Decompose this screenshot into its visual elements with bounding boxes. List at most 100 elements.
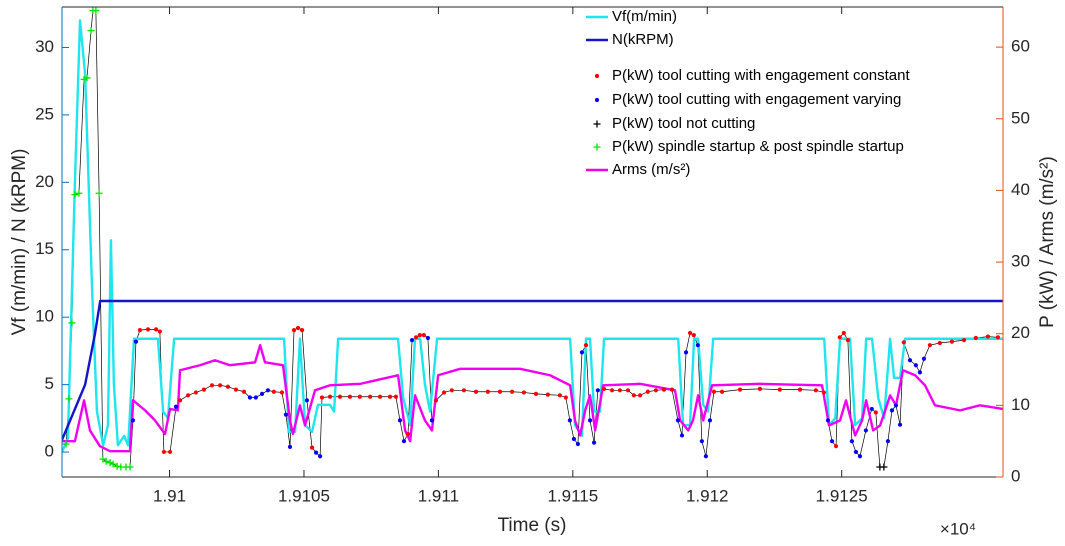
dot-marker: [679, 433, 685, 438]
dot-marker: [853, 449, 859, 455]
dot-marker: [563, 395, 568, 400]
y-tick-label: 20: [35, 172, 54, 191]
y-tick-label: 5: [45, 374, 54, 393]
dot-marker: [157, 329, 162, 334]
dot-marker: [368, 394, 373, 399]
dot-marker: [675, 418, 681, 423]
dot-marker: [897, 422, 903, 427]
dot-marker: [557, 393, 563, 398]
dot-marker: [449, 388, 454, 393]
dot-marker: [901, 340, 906, 345]
y-tick-label: 10: [35, 307, 54, 326]
plus-marker: [126, 463, 134, 471]
dot-marker: [869, 406, 874, 412]
dot-marker: [587, 418, 593, 423]
legend-label: P(kW) tool not cutting: [612, 115, 755, 132]
dot-marker: [645, 389, 650, 394]
dot-marker: [669, 387, 675, 392]
dot-marker: [985, 334, 991, 339]
dot-marker: [265, 388, 271, 393]
dot-marker: [425, 335, 431, 341]
dot-marker: [429, 418, 435, 423]
plus-marker: [113, 462, 121, 470]
dot-marker: [609, 388, 615, 393]
dot-marker: [357, 394, 362, 399]
dot-marker: [145, 327, 151, 332]
dot-marker: [683, 350, 689, 355]
plus-marker: [102, 457, 110, 465]
dot-marker: [217, 383, 223, 388]
dot-marker: [299, 328, 305, 333]
dot-marker: [295, 325, 301, 331]
dot-marker: [309, 445, 315, 450]
dot-marker: [571, 436, 577, 442]
dot-marker: [927, 343, 932, 348]
y-tick-label: 30: [35, 37, 54, 56]
dot-marker: [441, 390, 447, 395]
plus-marker: [593, 120, 601, 128]
plus-marker: [109, 460, 117, 468]
plus-marker: [95, 189, 103, 197]
dot-marker: [591, 440, 597, 445]
dot-marker: [719, 389, 725, 394]
dot-marker: [241, 389, 247, 394]
legend-label: P(kW) tool cutting with engagement const…: [612, 67, 910, 84]
dot-marker: [601, 386, 607, 391]
dot-marker: [154, 327, 159, 332]
dot-marker: [433, 398, 439, 403]
dot-marker: [533, 391, 539, 396]
dot-marker: [711, 389, 717, 394]
dot-marker: [777, 387, 782, 392]
plus-marker: [71, 191, 79, 199]
dot-marker: [707, 418, 713, 423]
legend-label: Vf(m/min): [612, 8, 677, 25]
dot-marker: [567, 418, 572, 423]
y2-tick-label: 30: [1011, 252, 1030, 271]
dot-marker: [583, 343, 589, 348]
dot-marker: [857, 454, 863, 459]
y2-tick-label: 60: [1011, 37, 1030, 56]
x-axis-label: Time (s): [498, 515, 567, 536]
dot-marker: [863, 428, 868, 433]
dot-marker: [377, 394, 383, 399]
y2-tick-label: 50: [1011, 108, 1030, 127]
dot-marker: [594, 73, 600, 79]
dot-marker: [327, 394, 333, 399]
dot-marker: [497, 389, 503, 394]
y-axis-label: Vf (m/min) / N (kRPM): [9, 149, 30, 336]
dot-marker: [185, 393, 191, 398]
dot-marker: [247, 395, 253, 400]
dot-marker: [937, 340, 942, 346]
y-tick-label: 15: [35, 239, 54, 258]
plus-marker: [68, 319, 76, 327]
legend-label: P(kW) tool cutting with engagement varyi…: [612, 91, 901, 108]
dot-marker: [521, 390, 526, 395]
dot-marker: [973, 335, 978, 341]
x-tick-label: 1.911: [418, 486, 459, 505]
dot-marker: [594, 97, 600, 103]
plus-marker: [87, 27, 95, 35]
dot-marker: [617, 388, 622, 393]
dot-marker: [661, 387, 667, 392]
dot-marker: [387, 394, 393, 399]
series-line: [62, 343, 1003, 453]
dot-marker: [161, 449, 166, 455]
dot-marker: [695, 343, 700, 348]
dot-marker: [130, 418, 136, 423]
dot-marker: [509, 389, 515, 394]
x-tick-label: 1.912: [686, 486, 729, 505]
dot-marker: [287, 444, 293, 450]
dot-marker: [413, 335, 419, 340]
dot-marker: [813, 388, 818, 393]
dot-marker: [271, 389, 276, 394]
dot-marker: [757, 386, 763, 391]
x-exponent: ×10⁴: [940, 519, 976, 538]
dot-marker: [304, 398, 310, 403]
dot-marker: [913, 363, 918, 368]
dot-marker: [253, 395, 258, 400]
dot-marker: [409, 338, 415, 343]
dot-marker: [841, 330, 846, 336]
dot-marker: [397, 418, 403, 423]
y2-tick-label: 20: [1011, 323, 1030, 342]
dot-marker: [637, 393, 643, 398]
